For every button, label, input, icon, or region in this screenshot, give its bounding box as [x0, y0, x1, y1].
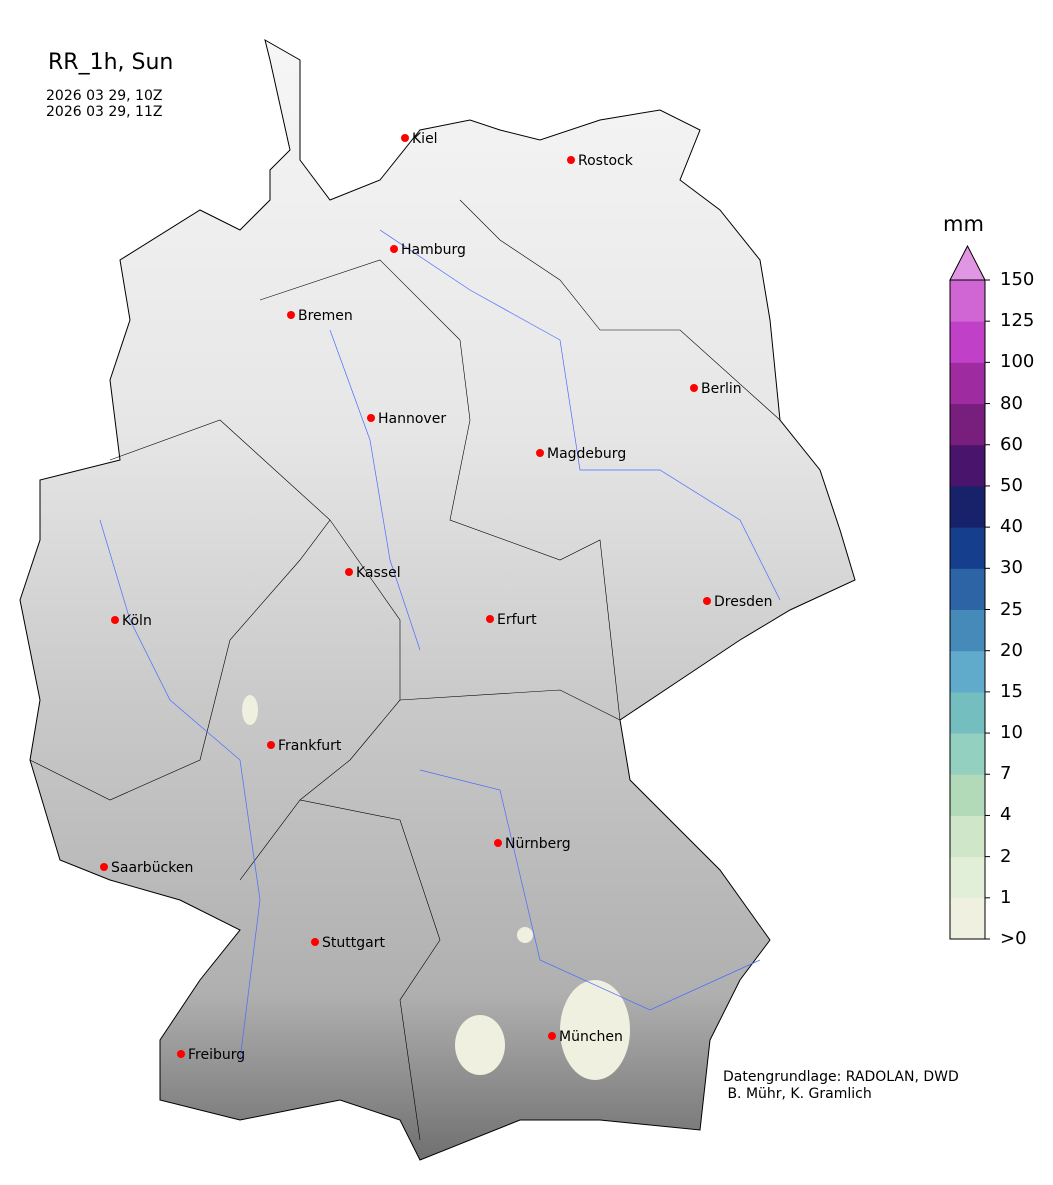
city-stuttgart: Stuttgart [311, 935, 385, 951]
colorbar-segment [950, 691, 985, 734]
city-marker [267, 741, 275, 749]
city-bremen: Bremen [287, 308, 353, 324]
city-marker [536, 449, 544, 457]
city-label: Kassel [356, 565, 401, 581]
colorbar-segment [950, 444, 985, 487]
colorbar-segment [950, 362, 985, 405]
city-label: Hamburg [401, 242, 466, 258]
city-marker [367, 414, 375, 422]
city-marker [177, 1050, 185, 1058]
colorbar-tick-label: >0 [1000, 928, 1027, 949]
city-label: Rostock [578, 153, 633, 169]
rivers [99, 229, 781, 1061]
city-nuernberg: Nürnberg [494, 836, 571, 852]
city-marker [401, 134, 409, 142]
colorbar-tick-label: 60 [1000, 433, 1023, 455]
colorbar-tick-label: 50 [1000, 474, 1023, 496]
city-label: Stuttgart [322, 935, 385, 951]
colorbar-segment [950, 403, 985, 446]
city-label: Bremen [298, 308, 353, 324]
colorbar-tick-label: 125 [1000, 310, 1035, 332]
city-marker [548, 1032, 556, 1040]
city-koeln: Köln [111, 613, 152, 629]
valid-time-start: 2026 03 29, 10Z [46, 88, 163, 104]
city-label: Frankfurt [278, 738, 342, 754]
colorbar-segment [950, 527, 985, 569]
city-label: München [559, 1029, 623, 1045]
city-label: Kiel [412, 131, 438, 147]
city-marker [100, 863, 108, 871]
colorbar-tick-label: 25 [1000, 598, 1023, 620]
colorbar-segment [950, 856, 985, 899]
city-dresden: Dresden [703, 594, 773, 610]
colorbar-tick-label: 7 [1000, 763, 1012, 785]
city-label: Nürnberg [505, 836, 571, 852]
city-berlin: Berlin [690, 381, 742, 397]
colorbar-segment [950, 568, 985, 610]
colorbar-segment [950, 609, 985, 652]
valid-time-end: 2026 03 29, 11Z [46, 104, 163, 120]
colorbar-tick-label: 10 [1000, 722, 1023, 744]
data-credit: Datengrundlage: RADOLAN, DWD B. Mühr, K.… [723, 1069, 959, 1102]
colorbar-segment [950, 733, 985, 775]
colorbar-segment [950, 321, 985, 363]
colorbar-tick-label: 150 [1000, 269, 1035, 290]
colorbar-tick-label: 40 [1000, 516, 1023, 538]
colorbar-segment [950, 650, 985, 693]
colorbar-segment [950, 280, 985, 322]
city-marker [703, 597, 711, 605]
city-label: Hannover [378, 411, 447, 427]
colorbar [949, 245, 990, 940]
city-marker [111, 616, 119, 624]
map-title: RR_1h, Sun [48, 50, 174, 75]
city-magdeburg: Magdeburg [536, 446, 626, 462]
city-muenchen: München [548, 1029, 623, 1045]
colorbar-tick-label: 20 [1000, 639, 1023, 661]
city-marker [287, 311, 295, 319]
city-label: Berlin [701, 381, 742, 397]
city-marker [345, 568, 353, 576]
city-kiel: Kiel [401, 131, 438, 147]
colorbar-tick-label: 15 [1000, 680, 1023, 702]
colorbar-segment [950, 774, 985, 816]
colorbar-unit: mm [943, 212, 984, 236]
city-marker [390, 245, 398, 253]
colorbar-tick-label: 100 [1000, 351, 1035, 373]
city-freiburg: Freiburg [177, 1047, 245, 1063]
city-hannover: Hannover [367, 411, 446, 427]
colorbar-tick-label: 1 [1000, 886, 1012, 908]
colorbar-tick-label: 4 [1000, 804, 1012, 826]
colorbar-tick-label: 80 [1000, 392, 1023, 414]
city-label: Köln [122, 613, 152, 629]
city-kassel: Kassel [345, 565, 401, 581]
precipitation-areas [242, 695, 630, 1080]
city-erfurt: Erfurt [486, 612, 537, 628]
city-marker [494, 839, 502, 847]
germany-outline [19, 38, 856, 1161]
city-saarbruecken: Saarbücken [100, 860, 193, 876]
city-label: Saarbücken [111, 860, 194, 876]
city-label: Erfurt [497, 612, 537, 628]
colorbar-segment [950, 485, 985, 528]
state-borders [29, 199, 781, 1141]
city-marker [690, 384, 698, 392]
city-label: Freiburg [188, 1047, 246, 1063]
city-hamburg: Hamburg [390, 242, 466, 258]
city-marker [311, 938, 319, 946]
city-marker [567, 156, 575, 164]
colorbar-extend-arrow [949, 245, 986, 281]
colorbar-tick-label: 2 [1000, 845, 1012, 867]
colorbar-segment [950, 815, 985, 858]
city-frankfurt: Frankfurt [267, 738, 341, 754]
city-label: Dresden [714, 594, 773, 610]
colorbar-segment [950, 897, 985, 940]
city-marker [486, 615, 494, 623]
city-rostock: Rostock [567, 153, 633, 169]
city-label: Magdeburg [547, 446, 627, 462]
colorbar-tick-label: 30 [1000, 557, 1023, 579]
